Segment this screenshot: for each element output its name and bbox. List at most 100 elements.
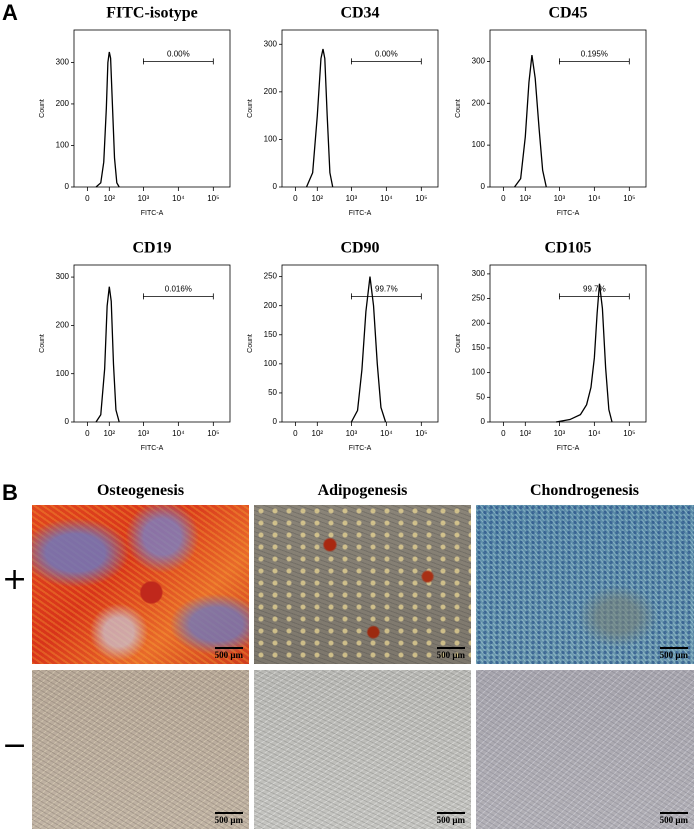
y-axis-label: Count [39, 334, 46, 353]
gate-label: 0.016% [165, 285, 192, 294]
y-tick-label: 300 [56, 58, 70, 67]
gate-label: 0.00% [375, 50, 398, 59]
micrograph: 500 μm [32, 670, 249, 829]
x-tick-label: 10⁵ [623, 194, 635, 203]
x-tick-label: 0 [85, 194, 90, 203]
y-tick-label: 200 [472, 98, 486, 107]
x-axis-label: FITC-A [557, 445, 580, 452]
column-title: Osteogenesis [96, 482, 185, 499]
y-tick-label: 100 [472, 368, 486, 377]
x-tick-label: 10² [520, 194, 532, 203]
x-tick-label: 0 [293, 194, 298, 203]
y-tick-label: 150 [472, 343, 486, 352]
chart-title: CD19 [132, 240, 171, 257]
y-axis-label: Count [455, 99, 462, 118]
x-tick-label: 10³ [554, 429, 566, 438]
panel-label: B [2, 480, 18, 505]
x-axis-label: FITC-A [557, 210, 580, 217]
x-tick-label: 10³ [346, 429, 358, 438]
y-tick-label: 300 [472, 57, 486, 66]
x-tick-label: 10³ [346, 194, 358, 203]
chart-title: FITC-isotype [106, 5, 198, 22]
chart-title: CD45 [548, 5, 587, 22]
y-tick-label: 300 [264, 39, 278, 48]
x-axis-label: FITC-A [141, 210, 164, 217]
y-tick-label: 200 [56, 99, 70, 108]
chart-title: CD105 [544, 240, 591, 257]
histogram-curve [555, 283, 613, 423]
histogram-curve [513, 55, 547, 188]
histogram-curve [305, 48, 334, 188]
scale-bar: 500 μm [214, 812, 243, 825]
panel-label: A [2, 0, 18, 25]
gate-label: 99.7% [583, 285, 606, 294]
row-label: + [2, 562, 28, 597]
y-tick-label: 200 [264, 87, 278, 96]
micrograph: 500 μm [476, 505, 694, 664]
x-tick-label: 10⁴ [172, 429, 185, 438]
x-tick-label: 0 [501, 194, 506, 203]
x-tick-label: 10⁴ [588, 429, 601, 438]
x-tick-label: 0 [293, 429, 298, 438]
histogram-curve [350, 276, 387, 423]
plot-frame [73, 264, 231, 423]
x-tick-label: 10⁵ [415, 194, 427, 203]
y-tick-label: 250 [264, 272, 278, 281]
scale-bar: 500 μm [436, 812, 465, 825]
x-tick-label: 10⁵ [623, 429, 635, 438]
scale-bar: 500 μm [436, 647, 465, 660]
column-title: Adipogenesis [317, 482, 408, 499]
y-axis-label: Count [247, 99, 254, 118]
x-tick-label: 10⁴ [380, 194, 393, 203]
gate-label: 99.7% [375, 285, 398, 294]
plot-frame [489, 29, 647, 188]
y-tick-label: 0 [65, 417, 70, 426]
y-tick-label: 50 [476, 392, 485, 401]
y-tick-label: 200 [472, 318, 486, 327]
x-axis-label: FITC-A [349, 445, 372, 452]
histogram-curve [95, 286, 120, 423]
micrograph: 500 μm [254, 670, 471, 829]
x-tick-label: 10³ [554, 194, 566, 203]
column-title: Chondrogenesis [529, 482, 640, 499]
chart-title: CD34 [340, 5, 379, 22]
x-tick-label: 10⁴ [172, 194, 185, 203]
y-tick-label: 100 [56, 369, 70, 378]
x-tick-label: 0 [85, 429, 90, 438]
x-tick-label: 10⁴ [380, 429, 393, 438]
plot-frame [281, 264, 439, 423]
y-tick-label: 300 [472, 269, 486, 278]
x-tick-label: 10⁵ [207, 429, 219, 438]
x-tick-label: 10² [312, 194, 324, 203]
x-tick-label: 10² [312, 429, 324, 438]
flow-cytometry-panel: A FITC-isotype 0 100 200 300 0 10² 10³ 10⁴ 10⁵ FIT… [2, 0, 647, 452]
x-axis-label: FITC-A [349, 210, 372, 217]
y-tick-label: 250 [472, 294, 486, 303]
micrograph: 500 μm [254, 505, 471, 664]
histogram-curve [95, 51, 120, 188]
x-tick-label: 10³ [138, 194, 150, 203]
micrograph: 500 μm [476, 670, 694, 829]
y-tick-label: 0 [481, 417, 486, 426]
x-tick-label: 0 [501, 429, 506, 438]
y-tick-label: 100 [264, 135, 278, 144]
y-tick-label: 50 [268, 388, 277, 397]
y-tick-label: 0 [273, 417, 278, 426]
y-tick-label: 300 [56, 272, 70, 281]
y-tick-label: 150 [264, 330, 278, 339]
micrograph: 500 μm [32, 505, 249, 664]
chart-title: CD90 [340, 240, 379, 257]
y-tick-label: 200 [264, 301, 278, 310]
x-tick-label: 10⁴ [588, 194, 601, 203]
x-tick-label: 10³ [138, 429, 150, 438]
scale-bar: 500 μm [214, 647, 243, 660]
scale-bar: 500 μm [659, 812, 688, 825]
plot-frame [489, 264, 647, 423]
plot-frame [281, 29, 439, 188]
x-tick-label: 10² [104, 194, 116, 203]
x-axis-label: FITC-A [141, 445, 164, 452]
y-tick-label: 100 [56, 141, 70, 150]
y-tick-label: 200 [56, 320, 70, 329]
gate-label: 0.00% [167, 50, 190, 59]
row-label: − [2, 728, 28, 763]
